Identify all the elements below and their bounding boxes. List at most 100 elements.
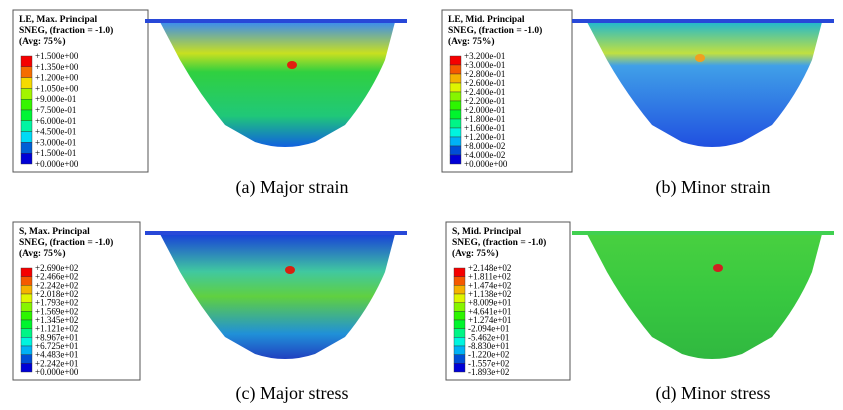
legend-label: +2.018e+02 <box>35 289 78 299</box>
legend-label: +1.800e-01 <box>464 114 505 124</box>
legend-label: +4.000e-02 <box>464 150 505 160</box>
legend-swatch <box>20 354 33 364</box>
legend-header: (Avg: 75%) <box>19 248 66 259</box>
legend-header: SNEG, (fraction = -1.0) <box>19 237 113 248</box>
legend-box <box>441 9 573 173</box>
legend-swatch <box>453 319 466 329</box>
legend-swatch <box>20 98 33 111</box>
legend-header: S, Max. Principal <box>19 227 90 237</box>
legend-box <box>12 221 141 381</box>
legend-swatch <box>453 328 466 338</box>
legend-label: -2.094e+01 <box>468 324 509 334</box>
legend-label: +0.000e+00 <box>35 367 79 377</box>
caption: (c) Major stress <box>236 383 349 404</box>
legend-swatch <box>449 145 462 156</box>
legend-swatch <box>20 311 33 321</box>
legend-swatch <box>20 77 33 89</box>
legend-label: +2.242e+02 <box>35 280 78 290</box>
legend-label: +1.121e+02 <box>35 324 78 334</box>
legend-swatch <box>20 285 33 295</box>
hot-spot <box>287 61 297 69</box>
legend-label: +2.466e+02 <box>35 272 78 282</box>
legend-swatch <box>20 267 33 277</box>
legend-label: +2.242e+01 <box>35 358 78 368</box>
legend-swatch <box>453 354 466 364</box>
legend-swatch <box>20 88 33 100</box>
legend-swatch <box>20 302 33 312</box>
legend-label: +8.967e+01 <box>35 332 78 342</box>
legend-label: +1.050e+00 <box>35 83 79 93</box>
legend-swatch <box>20 345 33 355</box>
legend-label: +3.200e-01 <box>464 51 505 61</box>
legend-swatch <box>20 55 33 68</box>
legend-label: +1.350e+00 <box>35 62 79 72</box>
legend-label: +1.500e-01 <box>35 148 76 158</box>
legend-swatch <box>453 276 466 286</box>
legend-label: +1.138e+02 <box>468 289 511 299</box>
legend-swatch <box>449 91 462 102</box>
legend-header: (Avg: 75%) <box>448 36 495 47</box>
caption: (d) Minor stress <box>656 383 771 404</box>
legend-box <box>12 9 149 173</box>
legend-swatch <box>20 337 33 347</box>
legend-swatch <box>449 100 462 111</box>
legend-swatch <box>20 66 33 78</box>
part <box>587 22 822 147</box>
legend-label: +1.793e+02 <box>35 298 78 308</box>
legend-header: SNEG, (fraction = -1.0) <box>452 237 546 248</box>
legend-swatch <box>449 136 462 147</box>
legend-label: +1.811e+02 <box>468 272 511 282</box>
flange <box>572 231 834 235</box>
legend-swatch <box>20 319 33 329</box>
legend-label: +4.641e+01 <box>468 306 511 316</box>
legend-header: (Avg: 75%) <box>19 36 66 47</box>
legend-label: +1.474e+02 <box>468 280 511 290</box>
caption: (b) Minor strain <box>656 177 771 198</box>
legend-label: +6.725e+01 <box>35 341 78 351</box>
flange <box>145 19 407 23</box>
legend-label: +1.200e+00 <box>35 73 79 83</box>
legend-label: -1.220e+02 <box>468 350 509 360</box>
caption: (a) Major strain <box>236 177 349 198</box>
part <box>587 234 822 359</box>
legend-label: -1.557e+02 <box>468 358 509 368</box>
legend-label: +4.483e+01 <box>35 350 78 360</box>
legend-header: SNEG, (fraction = -1.0) <box>448 25 542 36</box>
legend-swatch <box>449 73 462 84</box>
legend-label: +0.000e+00 <box>35 159 79 169</box>
legend-swatch <box>20 276 33 286</box>
legend-swatch <box>453 302 466 312</box>
legend-swatch <box>449 64 462 75</box>
legend-label: +1.345e+02 <box>35 315 78 325</box>
legend-label: +2.148e+02 <box>468 263 511 273</box>
legend-label: +2.400e-01 <box>464 87 505 97</box>
legend-swatch <box>449 118 462 129</box>
flange <box>145 231 407 235</box>
legend-swatch <box>20 328 33 338</box>
legend-swatch <box>453 293 466 303</box>
flange <box>572 19 834 23</box>
legend-header: LE, Max. Principal <box>19 15 97 25</box>
legend-label: +3.000e-01 <box>464 60 505 70</box>
legend-label: +2.000e-01 <box>464 105 505 115</box>
legend-label: +6.000e-01 <box>35 116 76 126</box>
legend-header: (Avg: 75%) <box>452 248 499 259</box>
legend-label: +1.200e-01 <box>464 132 505 142</box>
legend-box <box>445 221 571 381</box>
legend-swatch <box>20 120 33 132</box>
legend-label: +1.600e-01 <box>464 123 505 133</box>
legend-label: -1.893e+02 <box>468 367 509 377</box>
legend-swatch <box>20 131 33 143</box>
legend-label: +2.690e+02 <box>35 263 78 273</box>
legend-swatch <box>449 127 462 138</box>
legend-label: -8.830e+01 <box>468 341 509 351</box>
legend-swatch <box>453 311 466 321</box>
legend-label: +2.200e-01 <box>464 96 505 106</box>
legend-swatch <box>449 55 462 66</box>
legend-swatch <box>449 109 462 120</box>
legend-label: +3.000e-01 <box>35 137 76 147</box>
legend-label: +8.000e-02 <box>464 141 505 151</box>
legend-header: S, Mid. Principal <box>452 227 522 237</box>
